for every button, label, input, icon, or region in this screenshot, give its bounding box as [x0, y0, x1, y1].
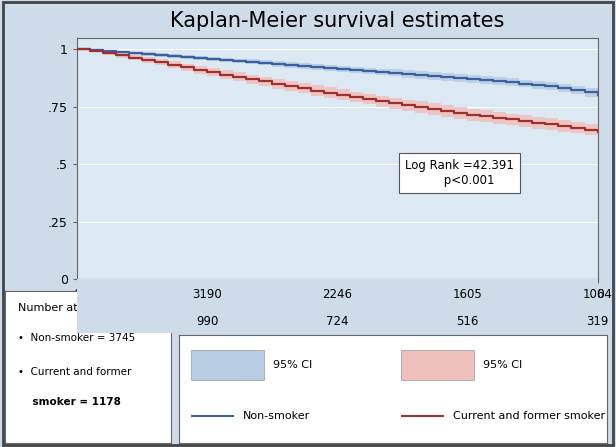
Text: 319: 319	[586, 315, 609, 328]
Title: Kaplan-Meier survival estimates: Kaplan-Meier survival estimates	[170, 11, 505, 31]
Text: Log Rank =42.391
     p<0.001: Log Rank =42.391 p<0.001	[405, 159, 514, 187]
Text: 516: 516	[456, 315, 479, 328]
X-axis label: analysis time: analysis time	[291, 307, 383, 321]
Text: -: -	[192, 409, 200, 422]
Text: 3190: 3190	[192, 288, 222, 301]
Text: 724: 724	[326, 315, 349, 328]
Bar	[192, 350, 264, 380]
Text: smoker = 1178: smoker = 1178	[18, 397, 121, 407]
Bar	[401, 350, 474, 380]
Text: •  Non-smoker = 3745: • Non-smoker = 3745	[18, 333, 136, 343]
Text: •  Current and former: • Current and former	[18, 367, 132, 376]
Text: 990: 990	[196, 315, 218, 328]
Text: 95% CI: 95% CI	[482, 360, 522, 370]
Text: 95% CI: 95% CI	[273, 360, 312, 370]
Text: -: -	[401, 409, 410, 422]
Text: 1064: 1064	[583, 288, 612, 301]
Text: 2246: 2246	[322, 288, 352, 301]
Text: 1605: 1605	[453, 288, 482, 301]
Text: Number at risk: Number at risk	[18, 303, 102, 313]
Text: Non-smoker: Non-smoker	[243, 411, 310, 421]
Text: Current and former smoker: Current and former smoker	[453, 411, 605, 421]
